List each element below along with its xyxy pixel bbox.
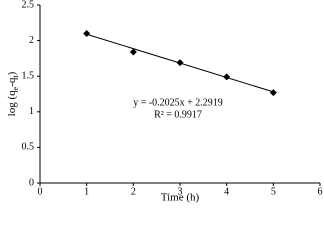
y-axis-label-part: ) [6, 71, 18, 75]
point [176, 59, 184, 67]
x-tick-label: 2 [131, 186, 136, 197]
point [129, 48, 137, 56]
point [269, 89, 277, 97]
y-axis-label: log (qe-qt) [6, 71, 21, 116]
r-squared: R² = 0.9917 [154, 109, 202, 120]
y-axis-label-part: t [11, 75, 20, 78]
y-tick-label: 0.5 [22, 142, 35, 153]
equation: y = -0.2025x + 2.2919 [133, 97, 223, 108]
y-tick-label: 2 [29, 35, 34, 46]
x-tick-label: 3 [178, 186, 183, 197]
point [83, 29, 91, 37]
y-tick-label: 1 [29, 106, 34, 117]
chart: Time (h) y = -0.2025x + 2.2919 R² = 0.99… [6, 0, 323, 204]
y-tick-label: 1.5 [22, 70, 35, 81]
point [223, 73, 231, 81]
x-tick-label: 4 [224, 186, 229, 197]
y-tick-label: 2.5 [22, 0, 35, 10]
x-tick-label: 5 [271, 186, 276, 197]
x-tick-label: 1 [84, 186, 89, 197]
x-tick-label: 6 [318, 186, 323, 197]
y-axis-label-part: -q [6, 77, 18, 87]
y-axis-label-part: e [11, 86, 20, 90]
y-tick-label: 0 [29, 177, 34, 188]
y-axis-label-part: log (q [6, 90, 18, 116]
x-axis-label: Time (h) [161, 192, 200, 204]
x-tick-label: 0 [38, 186, 43, 197]
